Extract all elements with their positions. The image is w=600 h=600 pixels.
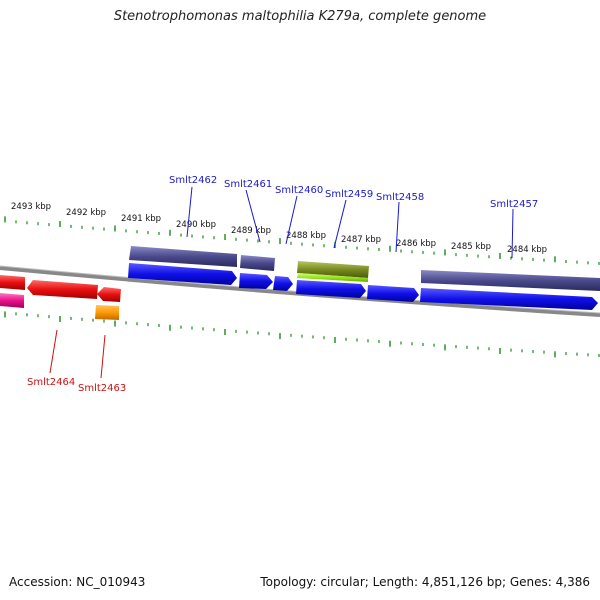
leader-smlt2461 — [245, 189, 261, 243]
gene-smlt2459[interactable] — [296, 280, 366, 298]
orange-feature[interactable] — [95, 305, 119, 320]
leader-smlt2458 — [395, 201, 400, 253]
kbp-scale-labels: 2493 kbp 2492 kbp 2491 kbp 2490 kbp 2489… — [11, 202, 547, 255]
feature-smlt2461[interactable] — [240, 255, 275, 271]
leader-smlt2460 — [285, 195, 298, 245]
feature-smlt2457[interactable] — [421, 270, 600, 291]
kbp-label: 2490 kbp — [176, 220, 216, 230]
leader-smlt2464 — [49, 329, 58, 374]
kbp-label: 2489 kbp — [231, 226, 271, 236]
leader-smlt2457 — [511, 208, 514, 259]
gene-smlt2464[interactable] — [27, 280, 98, 299]
gene-label-smlt2461[interactable]: Smlt2461 — [224, 179, 272, 190]
lower-scale-ticks — [4, 311, 600, 358]
leader-smlt2462 — [186, 186, 193, 238]
kbp-label: 2493 kbp — [11, 202, 51, 212]
gene-smlt2463[interactable] — [97, 287, 121, 302]
upper-scale-ticks — [4, 216, 600, 265]
gene-label-smlt2459[interactable]: Smlt2459 — [325, 189, 373, 200]
gene-smlt2460[interactable] — [273, 276, 293, 291]
gene-label-smlt2458[interactable]: Smlt2458 — [376, 192, 424, 203]
gene-smlt2461[interactable] — [239, 273, 273, 289]
pink-feature[interactable] — [0, 293, 24, 308]
forward-gene-track — [128, 263, 598, 310]
feature-smlt2459-green[interactable] — [297, 273, 368, 282]
feature-smlt2459-olive[interactable] — [297, 261, 369, 278]
kbp-label: 2492 kbp — [66, 208, 106, 218]
forward-feature-track — [129, 246, 600, 291]
gene-smlt2458[interactable] — [367, 285, 419, 302]
gene-label-smlt2463[interactable]: Smlt2463 — [78, 383, 126, 394]
genome-summary-text: Topology: circular; Length: 4,851,126 bp… — [260, 575, 590, 589]
leader-smlt2463 — [100, 334, 106, 379]
reverse-label-leaders — [49, 329, 106, 379]
leader-smlt2459 — [333, 199, 347, 249]
gene-smlt2457[interactable] — [420, 288, 598, 310]
kbp-label: 2488 kbp — [286, 231, 326, 241]
gene-label-smlt2464[interactable]: Smlt2464 — [27, 377, 75, 388]
gene-label-smlt2457[interactable]: Smlt2457 — [490, 199, 538, 210]
feature-smlt2462[interactable] — [129, 246, 237, 267]
gene-label-leaders — [186, 186, 514, 259]
genome-title: Stenotrophomonas maltophilia K279a, comp… — [113, 9, 487, 24]
gene-partial-left[interactable] — [0, 275, 25, 290]
gene-labels: Smlt2462 Smlt2461 Smlt2460 Smlt2459 Smlt… — [27, 175, 538, 394]
kbp-label: 2486 kbp — [396, 239, 436, 249]
gene-smlt2462[interactable] — [128, 263, 237, 285]
kbp-label: 2485 kbp — [451, 242, 491, 252]
kbp-label: 2491 kbp — [121, 214, 161, 224]
kbp-label: 2487 kbp — [341, 235, 381, 245]
reverse-gene-track — [0, 275, 121, 320]
accession-text: Accession: NC_010943 — [9, 575, 146, 589]
gene-label-smlt2460[interactable]: Smlt2460 — [275, 185, 323, 196]
gene-label-smlt2462[interactable]: Smlt2462 — [169, 175, 217, 186]
kbp-label: 2484 kbp — [507, 245, 547, 255]
